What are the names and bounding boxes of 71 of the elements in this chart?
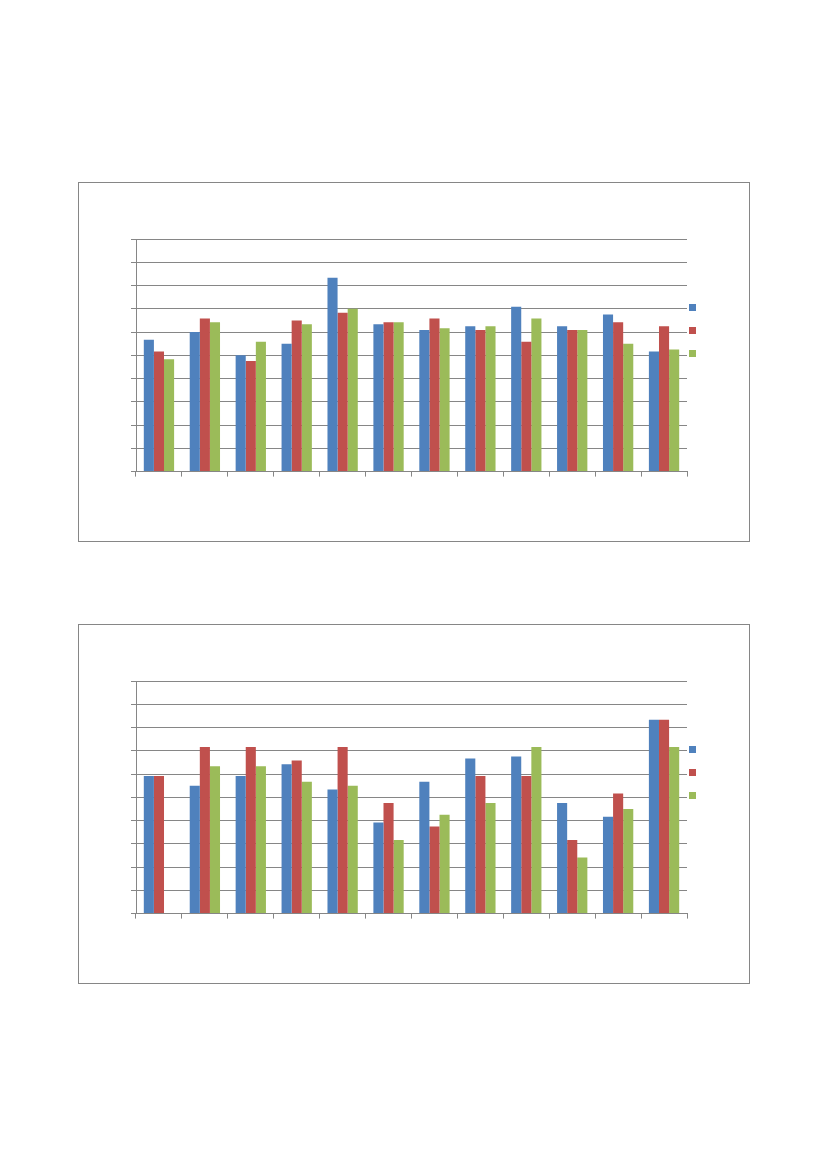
bar bbox=[245, 361, 256, 472]
bar bbox=[602, 314, 614, 472]
bar bbox=[373, 822, 384, 914]
bar bbox=[531, 318, 542, 472]
bar bbox=[337, 312, 348, 472]
bar bbox=[485, 803, 496, 914]
bar bbox=[669, 349, 680, 472]
bar bbox=[669, 746, 680, 914]
bar bbox=[164, 359, 175, 472]
bar bbox=[613, 793, 624, 914]
bar bbox=[465, 758, 476, 914]
bar bbox=[439, 814, 450, 914]
bar bbox=[511, 306, 522, 472]
bar bbox=[281, 764, 292, 914]
bar bbox=[531, 746, 542, 914]
bar bbox=[577, 330, 588, 472]
bar bbox=[189, 332, 200, 472]
bar bbox=[301, 324, 312, 472]
bar bbox=[511, 756, 522, 914]
bar bbox=[521, 341, 532, 472]
bar bbox=[291, 760, 302, 914]
bar bbox=[393, 322, 404, 472]
bar bbox=[255, 766, 266, 914]
bar bbox=[209, 766, 221, 914]
bar bbox=[245, 746, 256, 914]
bar bbox=[383, 803, 394, 914]
bar bbox=[557, 326, 568, 472]
bar bbox=[143, 775, 154, 914]
bar bbox=[327, 789, 338, 914]
bar bbox=[602, 816, 614, 914]
bar bbox=[383, 322, 394, 472]
bar bbox=[199, 318, 210, 472]
bar bbox=[291, 320, 302, 472]
bar bbox=[419, 781, 430, 914]
bar bbox=[327, 277, 338, 472]
bar bbox=[577, 857, 588, 914]
bar bbox=[199, 746, 210, 914]
bar bbox=[439, 328, 450, 472]
bar bbox=[209, 322, 221, 472]
bar bbox=[521, 775, 532, 914]
bar bbox=[475, 775, 486, 914]
bar bbox=[658, 326, 670, 472]
bar bbox=[648, 351, 659, 472]
bar bbox=[153, 775, 165, 914]
bar bbox=[235, 775, 246, 914]
bar bbox=[337, 746, 348, 914]
bar bbox=[235, 355, 246, 472]
bar bbox=[429, 318, 440, 472]
bar bbox=[623, 343, 634, 472]
bar bbox=[419, 330, 430, 472]
bar bbox=[189, 785, 200, 914]
bar bbox=[465, 326, 476, 472]
bar bbox=[347, 785, 358, 914]
bar bbox=[143, 339, 154, 472]
bar bbox=[567, 330, 578, 472]
bar bbox=[255, 341, 266, 472]
bar bbox=[393, 839, 404, 914]
bar bbox=[648, 719, 659, 914]
bar bbox=[153, 351, 165, 472]
bar bbox=[475, 330, 486, 472]
bar bbox=[623, 808, 634, 914]
bar bbox=[373, 324, 384, 472]
bar bbox=[281, 343, 292, 472]
bar bbox=[301, 781, 312, 914]
bar bbox=[658, 719, 670, 914]
bar bbox=[347, 308, 358, 472]
bar bbox=[557, 803, 568, 914]
bar bbox=[567, 839, 578, 914]
bar bbox=[429, 826, 440, 914]
bar bbox=[485, 326, 496, 472]
bar bbox=[613, 322, 624, 472]
